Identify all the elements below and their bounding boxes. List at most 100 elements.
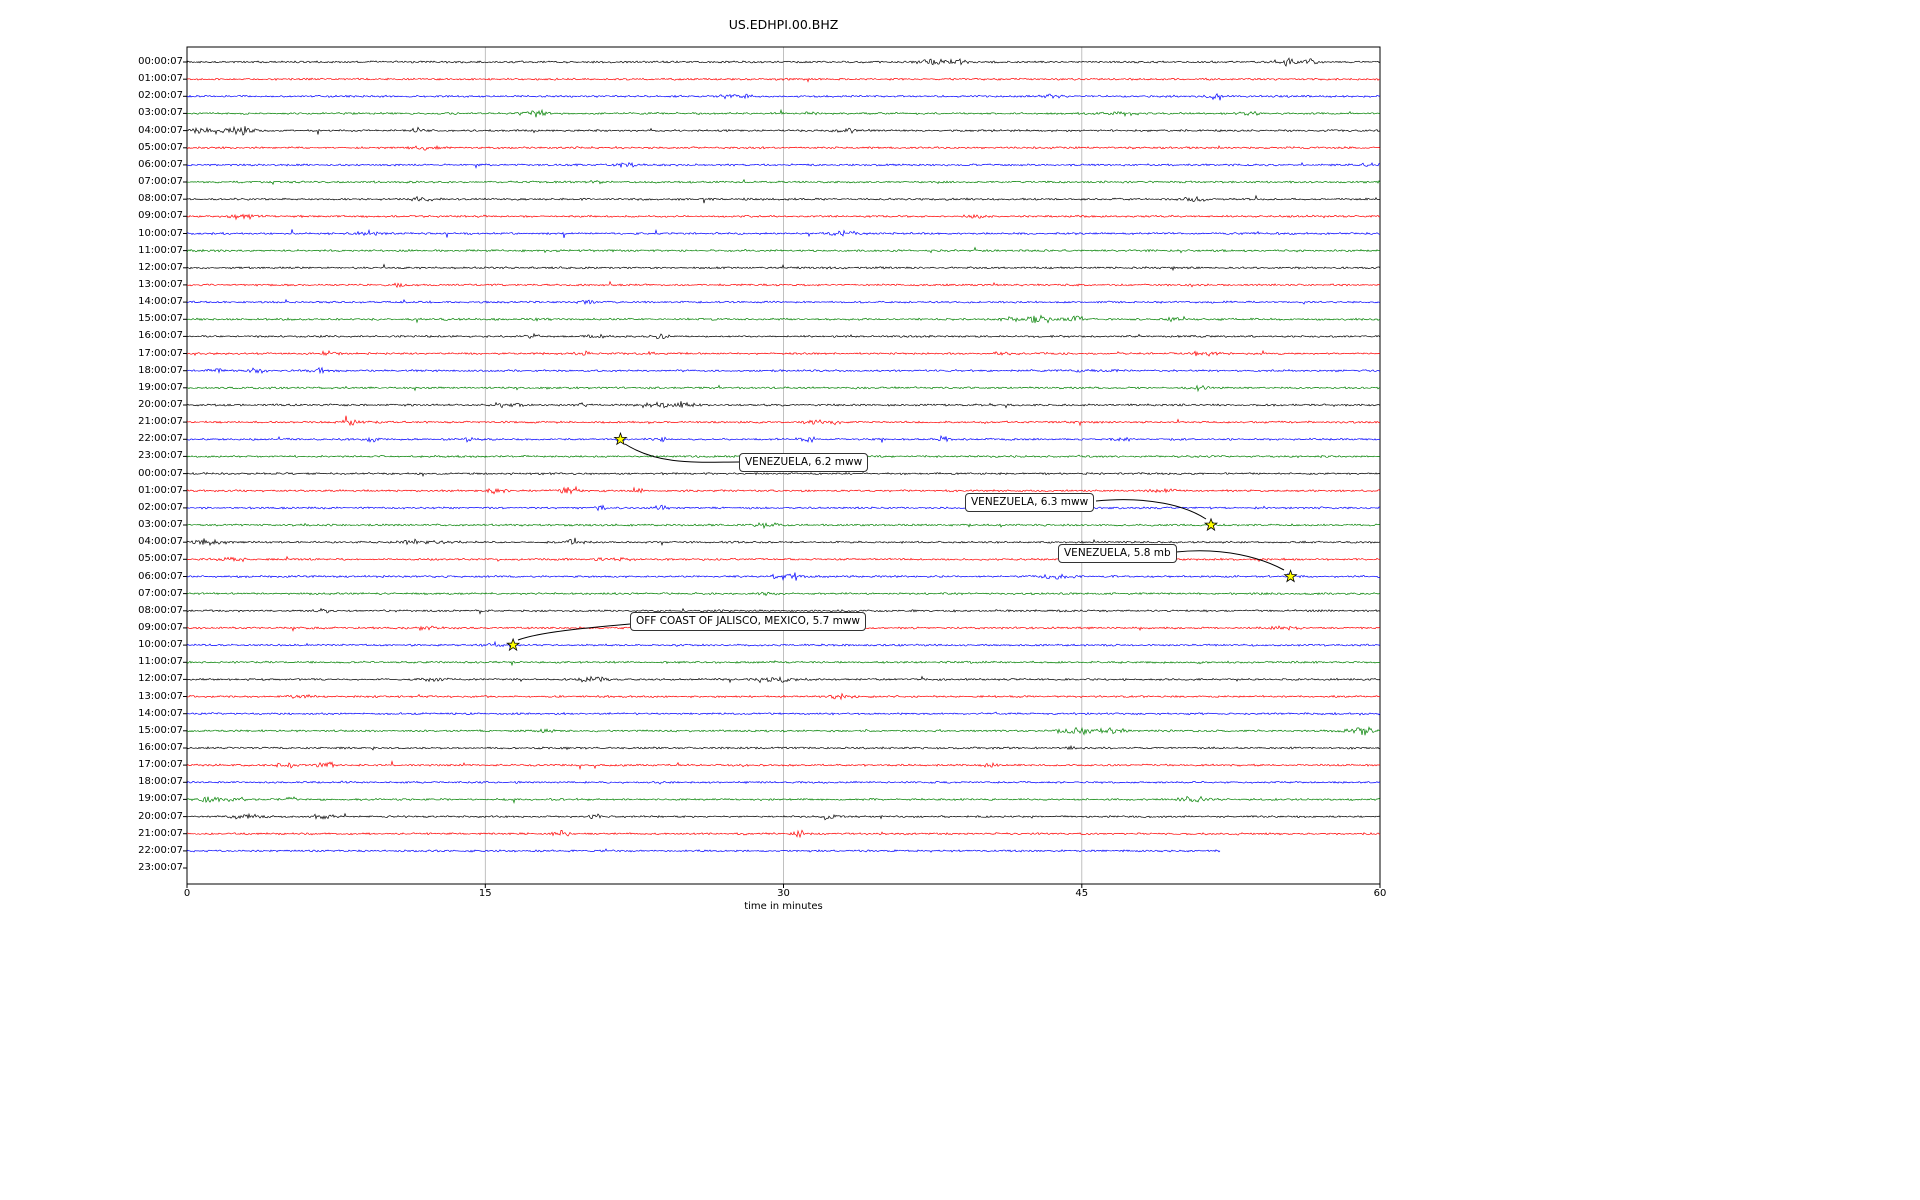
x-tick-label: 0	[183, 888, 191, 899]
row-label: 09:00:07	[138, 621, 183, 633]
row-label: 07:00:07	[138, 587, 183, 599]
trace-row-28	[186, 537, 1381, 547]
trace-row-5	[186, 145, 1381, 151]
row-label: 18:00:07	[138, 776, 183, 788]
trace-row-1	[186, 77, 1381, 83]
trace-row-21	[186, 415, 1381, 427]
row-label: 13:00:07	[138, 690, 183, 702]
row-label: 02:00:07	[138, 90, 183, 102]
annotation-leader-2	[1175, 550, 1285, 571]
trace-row-22	[186, 435, 1381, 444]
row-label: 01:00:07	[138, 484, 183, 496]
trace-row-4	[186, 125, 1381, 136]
trace-row-27	[186, 521, 1381, 530]
x-tick-label: 15	[478, 888, 492, 899]
trace-row-17	[186, 349, 1381, 357]
trace-row-29	[186, 555, 1380, 563]
row-label: 12:00:07	[138, 673, 183, 685]
annotation-leader-3	[517, 623, 631, 641]
row-label: 04:00:07	[138, 536, 183, 548]
row-label: 11:00:07	[138, 656, 183, 668]
row-label: 23:00:07	[138, 862, 183, 873]
trace-row-19	[186, 384, 1381, 393]
x-tick-label: 45	[1075, 888, 1089, 899]
row-label: 09:00:07	[138, 210, 183, 222]
row-label: 02:00:07	[138, 501, 183, 513]
trace-row-31	[186, 591, 1381, 597]
row-label: 13:00:07	[138, 278, 183, 290]
row-label: 08:00:07	[138, 193, 183, 205]
row-label: 16:00:07	[138, 742, 183, 753]
row-label: 17:00:07	[138, 347, 183, 359]
row-label: 22:00:07	[138, 433, 183, 445]
annotation-leader-0	[624, 443, 740, 463]
event-star-icon	[506, 637, 521, 652]
trace-row-30	[186, 572, 1381, 581]
row-label: 19:00:07	[138, 793, 183, 805]
row-label: 22:00:07	[138, 844, 183, 856]
row-label: 21:00:07	[138, 416, 183, 428]
row-label: 05:00:07	[138, 141, 183, 153]
trace-row-35	[186, 660, 1380, 667]
row-label: 11:00:07	[138, 244, 183, 256]
row-label: 03:00:07	[138, 107, 183, 119]
row-label: 20:00:07	[138, 810, 183, 822]
row-label: 04:00:07	[138, 124, 183, 136]
x-tick-label: 60	[1373, 888, 1387, 899]
trace-row-2	[186, 93, 1381, 101]
trace-row-34	[186, 640, 1381, 649]
trace-row-44	[186, 812, 1381, 821]
x-tick-label: 30	[777, 888, 790, 899]
row-label: 10:00:07	[138, 227, 183, 239]
row-label: 06:00:07	[138, 158, 183, 170]
trace-row-14	[186, 298, 1381, 306]
row-label: 14:00:07	[138, 707, 183, 719]
trace-row-20	[187, 401, 1381, 409]
trace-row-0	[186, 57, 1381, 67]
trace-row-13	[187, 280, 1381, 289]
trace-row-46	[186, 848, 1221, 853]
trace-row-36	[186, 675, 1381, 684]
trace-row-6	[186, 161, 1381, 169]
x-axis-title: time in minutes	[744, 901, 823, 912]
trace-row-8	[187, 194, 1381, 204]
row-label: 10:00:07	[138, 639, 183, 651]
row-label: 03:00:07	[138, 519, 183, 530]
event-annotation: VENEZUELA, 5.8 mb	[1058, 544, 1177, 563]
row-label: 06:00:07	[138, 570, 183, 582]
row-label: 23:00:07	[138, 450, 183, 462]
chart-title: US.EDHPI.00.BHZ	[728, 17, 839, 32]
row-label: 19:00:07	[138, 381, 183, 393]
trace-row-41	[186, 760, 1381, 771]
trace-row-38	[186, 711, 1381, 716]
event-star-icon	[613, 431, 628, 446]
row-label: 00:00:07	[138, 56, 183, 67]
row-label: 14:00:07	[138, 296, 183, 308]
trace-row-37	[186, 692, 1381, 701]
row-label: 21:00:07	[138, 827, 183, 839]
row-label: 18:00:07	[138, 364, 183, 376]
row-label: 15:00:07	[138, 724, 183, 736]
row-label: 16:00:07	[138, 330, 183, 342]
trace-row-3	[186, 108, 1381, 118]
trace-row-24	[186, 471, 1381, 478]
trace-row-40	[186, 744, 1381, 751]
trace-row-18	[186, 366, 1381, 375]
trace-row-32	[186, 607, 1381, 615]
trace-row-39	[186, 726, 1381, 736]
row-label: 12:00:07	[138, 261, 183, 273]
row-label: 01:00:07	[138, 73, 183, 85]
row-label: 08:00:07	[138, 604, 183, 616]
trace-row-45	[187, 829, 1381, 839]
row-label: 05:00:07	[138, 553, 183, 565]
trace-row-25	[186, 485, 1381, 495]
row-label: 00:00:07	[138, 467, 183, 479]
trace-row-9	[186, 213, 1381, 221]
event-star-icon	[1203, 517, 1219, 532]
trace-row-12	[186, 263, 1381, 272]
trace-row-11	[186, 246, 1381, 254]
trace-row-16	[186, 332, 1381, 340]
event-annotation: OFF COAST OF JALISCO, MEXICO, 5.7 mww	[630, 612, 867, 631]
